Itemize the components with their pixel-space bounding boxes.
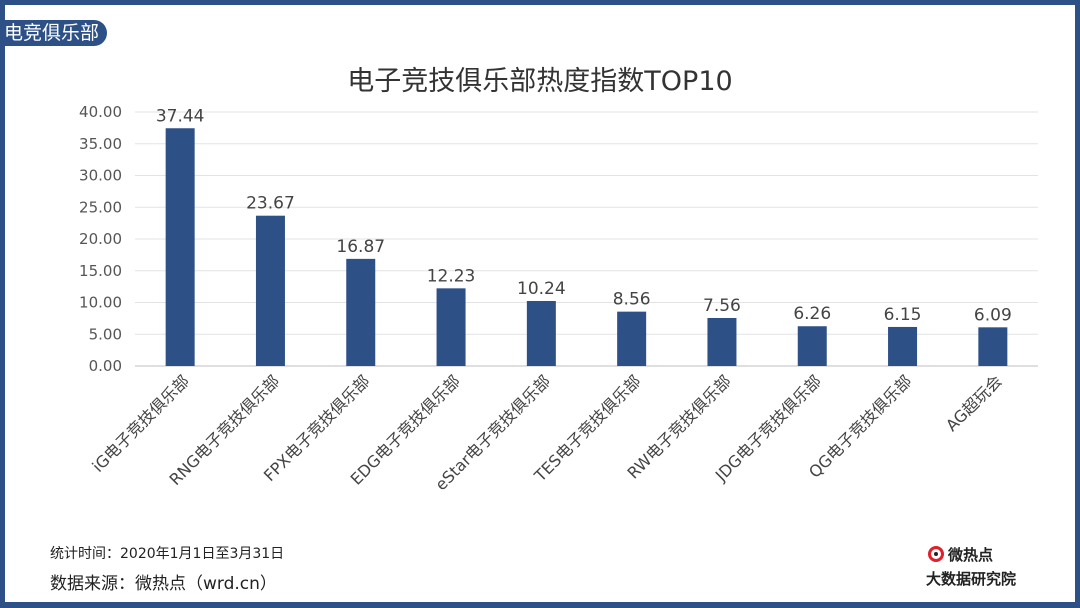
data-label: 6.15 bbox=[884, 305, 922, 325]
bar bbox=[797, 326, 827, 366]
logo-line1: 微热点 bbox=[948, 546, 994, 564]
section-tag: 电竞俱乐部 bbox=[0, 20, 108, 46]
y-tick-label: 10.00 bbox=[79, 294, 122, 312]
chart-title: 电子竞技俱乐部热度指数TOP10 bbox=[347, 66, 732, 97]
y-tick-label: 5.00 bbox=[89, 325, 122, 343]
data-label: 23.67 bbox=[246, 194, 295, 214]
bar bbox=[617, 311, 647, 366]
bar bbox=[888, 326, 918, 366]
data-label: 16.87 bbox=[336, 237, 385, 257]
bar bbox=[346, 258, 376, 366]
data-label: 6.09 bbox=[974, 305, 1012, 325]
y-tick-label: 20.00 bbox=[79, 230, 122, 248]
y-tick-label: 15.00 bbox=[79, 262, 122, 280]
bar bbox=[436, 288, 466, 366]
logo: 微热点 大数据研究院 bbox=[922, 544, 1042, 592]
bar bbox=[165, 128, 195, 366]
data-label: 10.24 bbox=[517, 279, 566, 299]
period-note: 统计时间：2020年1月1日至3月31日 bbox=[50, 546, 285, 562]
data-label: 8.56 bbox=[613, 290, 651, 310]
source-note: 数据来源：微热点（wrd.cn） bbox=[50, 574, 277, 594]
x-tick-label: iG电子竞技俱乐部 bbox=[88, 371, 193, 476]
bar bbox=[255, 215, 285, 366]
bar bbox=[707, 317, 737, 366]
y-tick-label: 0.00 bbox=[89, 357, 122, 375]
data-label: 6.26 bbox=[793, 304, 831, 324]
y-tick-label: 25.00 bbox=[79, 198, 122, 216]
bar bbox=[526, 300, 556, 366]
bar bbox=[978, 327, 1008, 366]
y-tick-label: 35.00 bbox=[79, 135, 122, 153]
y-tick-label: 40.00 bbox=[79, 103, 122, 121]
y-tick-label: 30.00 bbox=[79, 167, 122, 185]
data-label: 7.56 bbox=[703, 296, 741, 316]
x-tick-label: AG超玩会 bbox=[942, 371, 1006, 435]
data-label: 12.23 bbox=[427, 266, 476, 286]
weibo-eye-icon bbox=[928, 546, 944, 562]
data-label: 37.44 bbox=[156, 106, 205, 126]
logo-line2: 大数据研究院 bbox=[926, 570, 1017, 588]
